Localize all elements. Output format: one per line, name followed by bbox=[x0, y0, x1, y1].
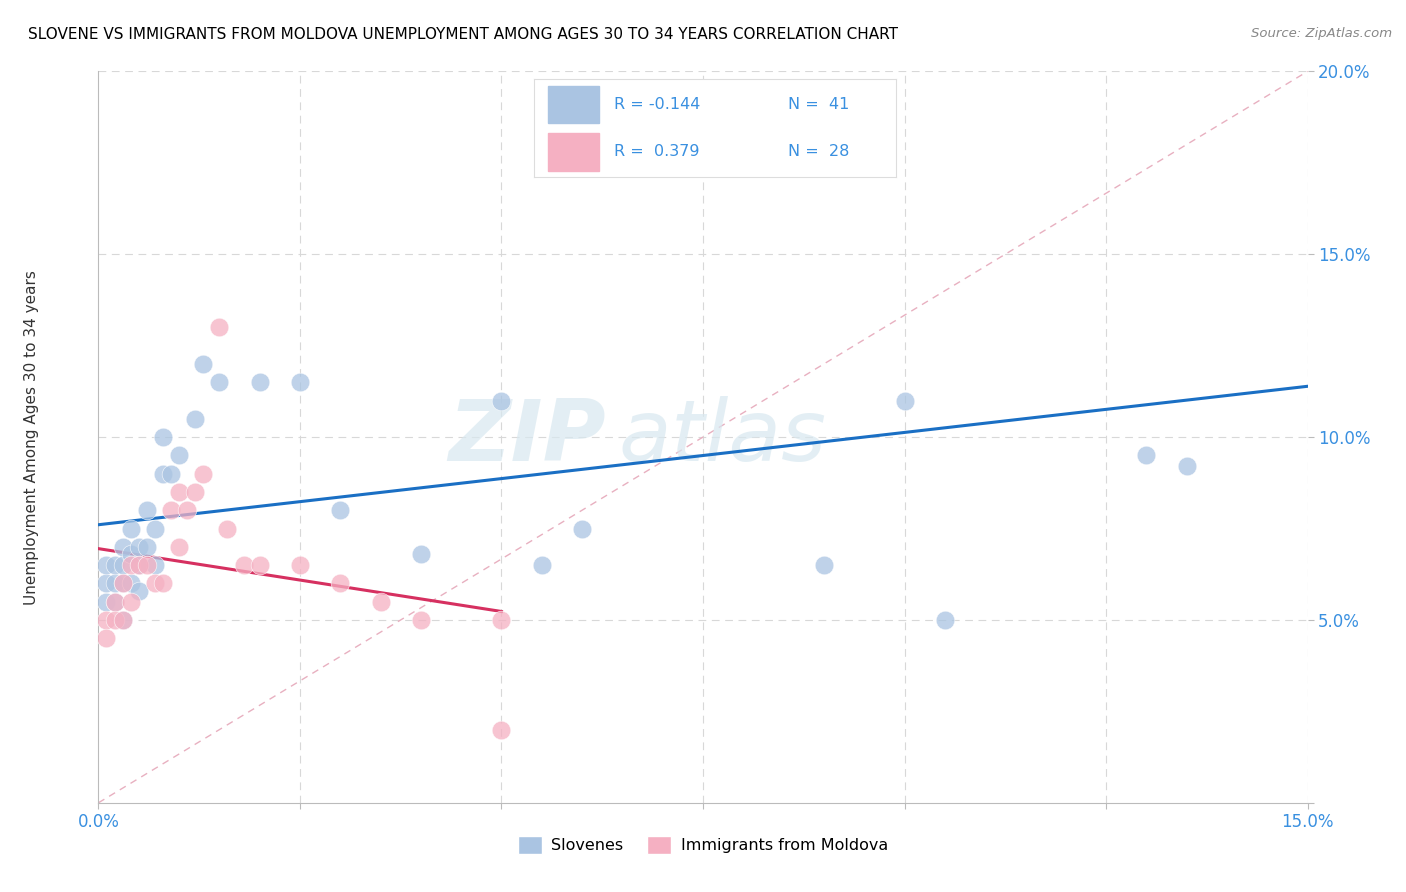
Point bbox=[491, 723, 513, 737]
Point bbox=[208, 320, 231, 334]
Point bbox=[329, 503, 352, 517]
Text: Source: ZipAtlas.com: Source: ZipAtlas.com bbox=[1251, 27, 1392, 40]
Point bbox=[193, 467, 215, 481]
Point bbox=[491, 613, 513, 627]
Point bbox=[120, 576, 142, 591]
Legend: Slovenes, Immigrants from Moldova: Slovenes, Immigrants from Moldova bbox=[512, 830, 894, 861]
Point bbox=[103, 594, 125, 608]
Point bbox=[193, 357, 215, 371]
Point bbox=[120, 521, 142, 535]
Text: ZIP: ZIP bbox=[449, 395, 606, 479]
Point bbox=[530, 558, 553, 573]
Point bbox=[1135, 448, 1157, 462]
Point bbox=[111, 613, 134, 627]
Point bbox=[160, 467, 183, 481]
Point bbox=[184, 485, 207, 500]
Point bbox=[288, 558, 311, 573]
Point bbox=[120, 558, 142, 573]
Point bbox=[176, 503, 198, 517]
Point bbox=[813, 558, 835, 573]
Point bbox=[143, 576, 166, 591]
Point bbox=[409, 547, 432, 561]
Point bbox=[160, 503, 183, 517]
Point bbox=[111, 576, 134, 591]
Point bbox=[96, 576, 118, 591]
Point bbox=[128, 540, 150, 554]
Point bbox=[135, 503, 157, 517]
Point bbox=[370, 594, 392, 608]
Point bbox=[120, 547, 142, 561]
Point bbox=[135, 558, 157, 573]
Text: Unemployment Among Ages 30 to 34 years: Unemployment Among Ages 30 to 34 years bbox=[24, 269, 39, 605]
Point bbox=[96, 632, 118, 646]
Point bbox=[934, 613, 956, 627]
Point bbox=[128, 583, 150, 598]
Point bbox=[249, 558, 271, 573]
Point bbox=[135, 540, 157, 554]
Point bbox=[111, 576, 134, 591]
Point bbox=[103, 558, 125, 573]
Point bbox=[103, 594, 125, 608]
Text: SLOVENE VS IMMIGRANTS FROM MOLDOVA UNEMPLOYMENT AMONG AGES 30 TO 34 YEARS CORREL: SLOVENE VS IMMIGRANTS FROM MOLDOVA UNEMP… bbox=[28, 27, 898, 42]
Point bbox=[409, 613, 432, 627]
Point bbox=[152, 467, 174, 481]
Point bbox=[612, 156, 634, 170]
Point bbox=[96, 594, 118, 608]
Point bbox=[120, 594, 142, 608]
Point bbox=[143, 558, 166, 573]
Point bbox=[167, 485, 190, 500]
Point bbox=[249, 375, 271, 389]
Point bbox=[208, 375, 231, 389]
Point bbox=[143, 521, 166, 535]
Point bbox=[152, 430, 174, 444]
Point bbox=[152, 576, 174, 591]
Point bbox=[96, 558, 118, 573]
Point bbox=[103, 613, 125, 627]
Point bbox=[893, 393, 915, 408]
Point bbox=[111, 613, 134, 627]
Text: atlas: atlas bbox=[619, 395, 827, 479]
Point bbox=[96, 613, 118, 627]
Point bbox=[128, 558, 150, 573]
Point bbox=[329, 576, 352, 591]
Point bbox=[217, 521, 239, 535]
Point bbox=[1175, 459, 1198, 474]
Point bbox=[288, 375, 311, 389]
Point bbox=[571, 521, 593, 535]
Point bbox=[128, 558, 150, 573]
Point bbox=[111, 558, 134, 573]
Point bbox=[491, 393, 513, 408]
Point bbox=[167, 448, 190, 462]
Point bbox=[184, 412, 207, 426]
Point bbox=[103, 576, 125, 591]
Point bbox=[167, 540, 190, 554]
Point bbox=[111, 540, 134, 554]
Point bbox=[651, 137, 673, 152]
Point bbox=[232, 558, 254, 573]
